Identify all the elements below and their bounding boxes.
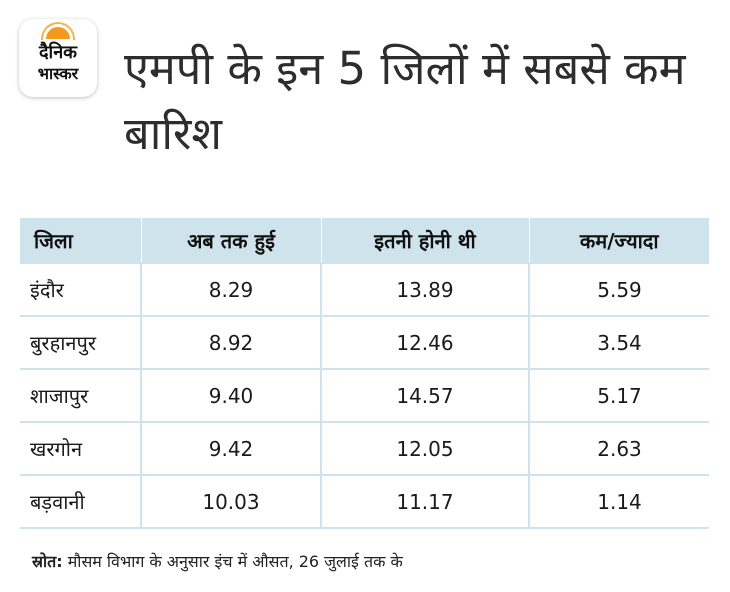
cell-expected: 14.57 (320, 368, 529, 422)
cell-district: खरगोन (20, 421, 141, 475)
source-text: मौसम विभाग के अनुसार इंच में औसत, 26 जुल… (62, 552, 403, 571)
column-header-district: जिला (20, 218, 141, 263)
column-header-received: अब तक हुई (140, 218, 321, 263)
cell-deficit: 3.54 (528, 315, 709, 369)
table-row: इंदौर 8.29 13.89 5.59 (20, 262, 709, 316)
dainik-bhaskar-logo: दैनिक भास्कर (19, 19, 97, 97)
cell-received: 8.29 (140, 262, 321, 316)
cell-received: 9.42 (140, 421, 321, 475)
table-row: बड़वानी 10.03 11.17 1.14 (20, 474, 709, 529)
table-row: शाजापुर 9.40 14.57 5.17 (20, 368, 709, 422)
cell-expected: 11.17 (320, 474, 529, 529)
cell-expected: 12.46 (320, 315, 529, 369)
table-row: खरगोन 9.42 12.05 2.63 (20, 421, 709, 475)
table-row: बुरहानपुर 8.92 12.46 3.54 (20, 315, 709, 369)
cell-received: 8.92 (140, 315, 321, 369)
cell-deficit: 5.59 (528, 262, 709, 316)
cell-deficit: 2.63 (528, 421, 709, 475)
cell-district: शाजापुर (20, 368, 141, 422)
source-note: स्रोत: मौसम विभाग के अनुसार इंच में औसत,… (32, 550, 403, 572)
column-header-expected: इतनी होनी थी (320, 218, 529, 263)
table-header-row: जिला अब तक हुई इतनी होनी थी कम/ज्यादा (20, 218, 709, 263)
cell-deficit: 1.14 (528, 474, 709, 529)
logo-line-2: भास्कर (37, 64, 79, 83)
cell-received: 9.40 (140, 368, 321, 422)
cell-district: इंदौर (20, 262, 141, 316)
cell-deficit: 5.17 (528, 368, 709, 422)
cell-district: बड़वानी (20, 474, 141, 529)
column-header-deficit: कम/ज्यादा (528, 218, 709, 263)
cell-expected: 12.05 (320, 421, 529, 475)
source-label: स्रोत: (32, 552, 63, 571)
cell-district: बुरहानपुर (20, 315, 141, 369)
cell-received: 10.03 (140, 474, 321, 529)
page-title: एमपी के इन 5 जिलों में सबसे कम बारिश (124, 42, 686, 160)
logo-line-1: दैनिक (38, 42, 78, 63)
cell-expected: 13.89 (320, 262, 529, 316)
rainfall-table: जिला अब तक हुई इतनी होनी थी कम/ज्यादा इं… (20, 218, 709, 529)
sun-icon (46, 27, 70, 39)
